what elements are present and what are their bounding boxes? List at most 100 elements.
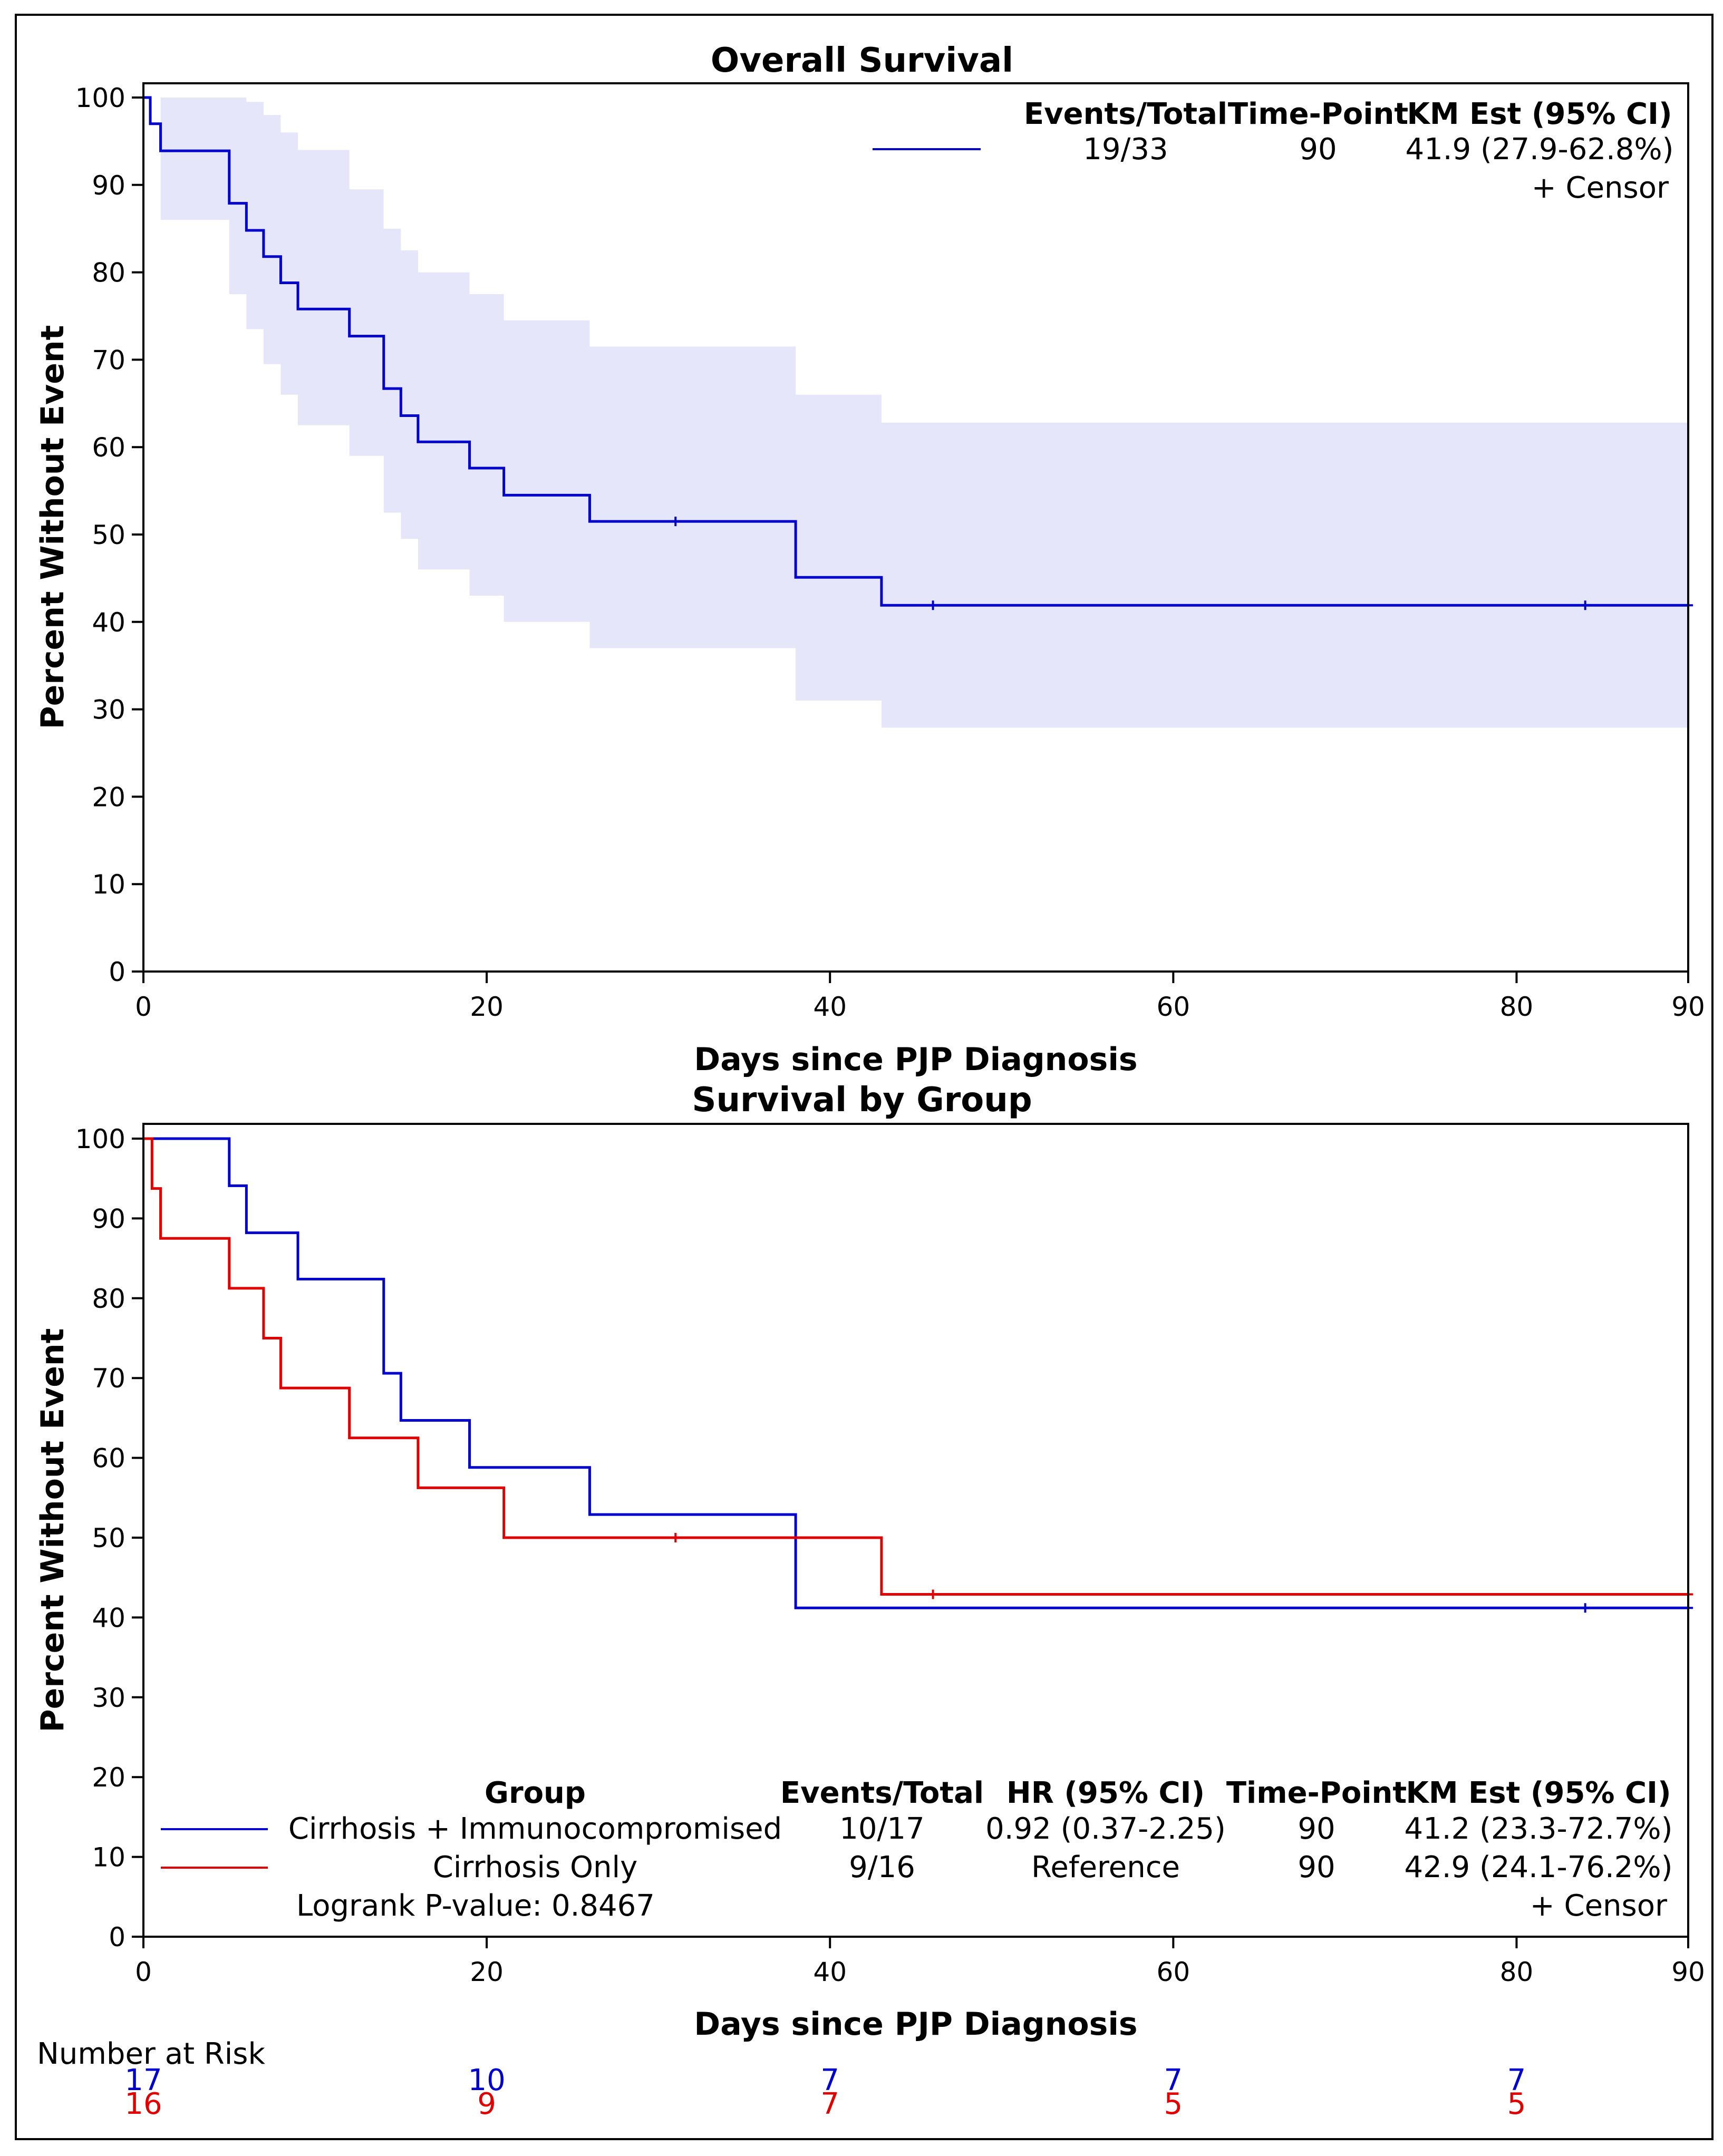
y-tick-label: 30 <box>92 695 125 725</box>
x-axis-label: Days since PJP Diagnosis <box>694 2006 1137 2043</box>
confidence-band <box>143 98 1688 728</box>
censor-mark <box>1580 600 1590 610</box>
legend-header-timepoint: Time-Point <box>1228 97 1408 131</box>
x-axis: 0 20 40 60 80 90 <box>135 972 1705 1022</box>
legend-km-1: 41.2 (23.3-72.7%) <box>1405 1812 1673 1846</box>
x-tick-label: 40 <box>813 1957 847 1987</box>
risk-count: 10 <box>468 2063 505 2097</box>
legend-events-1: 10/17 <box>839 1812 924 1846</box>
y-tick-label: 70 <box>92 1363 125 1394</box>
legend-header-timepoint: Time-Point <box>1226 1776 1407 1810</box>
y-axis: 0 10 20 30 40 50 60 70 80 90 100 <box>75 83 143 987</box>
y-tick-label: 80 <box>92 1284 125 1314</box>
legend-header-events: Events/Total <box>780 1776 984 1810</box>
survival-curve <box>143 1137 1688 1609</box>
risk-count: 7 <box>820 2063 839 2097</box>
x-tick-label: 80 <box>1500 1957 1534 1987</box>
censor-mark <box>671 517 681 527</box>
y-tick-label: 20 <box>92 1762 125 1793</box>
risk-count: 9 <box>477 2087 496 2121</box>
risk-table: 17 10 7 7 716 9 7 5 5 <box>124 2063 1526 2121</box>
y-tick-label: 70 <box>92 345 125 375</box>
y-tick-label: 10 <box>92 869 125 900</box>
legend-timepoint-2: 90 <box>1298 1850 1335 1885</box>
legend-header-events: Events/Total <box>1024 97 1227 131</box>
legend-header-km: KM Est (95% CI) <box>1406 1776 1671 1810</box>
y-tick-label: 60 <box>92 432 125 463</box>
x-tick-label: 80 <box>1500 992 1534 1022</box>
legend-events-2: 9/16 <box>849 1850 915 1885</box>
censor-mark <box>671 1533 681 1542</box>
legend-table: Group Events/Total HR (95% CI) Time-Poin… <box>161 1776 1672 1923</box>
risk-count: 5 <box>1164 2087 1183 2121</box>
legend-timepoint-value: 90 <box>1299 132 1337 167</box>
legend-events-value: 19/33 <box>1083 132 1168 167</box>
y-tick-label: 50 <box>92 1523 125 1553</box>
y-tick-label: 60 <box>92 1443 125 1474</box>
x-tick-label: 40 <box>813 992 847 1022</box>
censor-mark <box>1580 1603 1590 1613</box>
x-tick-label: 20 <box>470 1957 504 1987</box>
overall-survival-panel: Overall Survival 0102030405060708090100 … <box>34 41 1705 1078</box>
x-axis-label: Days since PJP Diagnosis <box>694 1041 1137 1078</box>
x-tick-label: 0 <box>135 1957 152 1987</box>
y-tick-label: 100 <box>75 1124 125 1154</box>
y-tick-label: 90 <box>92 170 125 201</box>
y-tick-label: 90 <box>92 1203 125 1234</box>
legend-censor: + Censor <box>1530 1889 1668 1923</box>
risk-table-label: Number at Risk <box>37 2037 265 2071</box>
x-tick-label: 60 <box>1157 1957 1190 1987</box>
y-axis: 0 10 20 30 40 50 60 70 80 90 100 <box>75 1124 143 1953</box>
legend-group-1: Cirrhosis + Immunocompromised <box>288 1812 782 1846</box>
y-axis-label: Percent Without Event <box>34 325 71 730</box>
risk-count: 7 <box>1507 2063 1526 2097</box>
censor-mark <box>928 1589 938 1599</box>
logrank-pvalue: Logrank P-value: 0.8467 <box>296 1889 655 1923</box>
x-tick-label: 90 <box>1671 1957 1705 1987</box>
chart-title: Survival by Group <box>692 1081 1032 1120</box>
x-tick-label: 60 <box>1157 992 1190 1022</box>
ci-band <box>143 98 1688 728</box>
y-tick-label: 0 <box>109 1922 125 1953</box>
y-tick-label: 100 <box>75 83 125 113</box>
legend-hr-1: 0.92 (0.37-2.25) <box>985 1812 1226 1846</box>
x-tick-label: 90 <box>1671 992 1705 1022</box>
risk-count: 5 <box>1507 2087 1526 2121</box>
y-tick-label: 40 <box>92 607 125 638</box>
legend-table: Events/Total Time-Point KM Est (95% CI) … <box>873 97 1673 205</box>
risk-count: 7 <box>820 2087 839 2121</box>
censor-mark <box>928 600 938 610</box>
legend-km-2: 42.9 (24.1-76.2%) <box>1405 1850 1673 1885</box>
x-axis: 0 20 40 60 80 90 <box>135 1937 1705 1987</box>
plot-frame <box>142 1123 1689 1938</box>
y-tick-label: 80 <box>92 258 125 288</box>
legend-group-2: Cirrhosis Only <box>433 1850 637 1885</box>
survival-by-group-panel: Survival by Group 0102030405060708090100… <box>34 1081 1705 2121</box>
y-tick-label: 0 <box>109 957 125 987</box>
risk-count: 7 <box>1164 2063 1183 2097</box>
risk-count: 17 <box>124 2063 162 2097</box>
y-tick-label: 30 <box>92 1683 125 1713</box>
survival-curve <box>143 1137 1688 1596</box>
legend-header-km: KM Est (95% CI) <box>1407 97 1672 131</box>
y-tick-label: 20 <box>92 782 125 812</box>
survival-curves <box>143 96 1693 610</box>
plot-frame <box>142 82 1689 973</box>
y-tick-label: 50 <box>92 520 125 550</box>
legend-km-value: 41.9 (27.9-62.8%) <box>1406 132 1674 167</box>
risk-count: 16 <box>124 2087 162 2121</box>
y-tick-label: 40 <box>92 1603 125 1633</box>
legend-censor: + Censor <box>1532 171 1669 205</box>
survival-curves <box>143 1137 1693 1613</box>
x-tick-label: 20 <box>470 992 504 1022</box>
legend-header-group: Group <box>485 1776 586 1810</box>
legend-timepoint-1: 90 <box>1298 1812 1335 1846</box>
y-tick-label: 10 <box>92 1842 125 1873</box>
y-axis-label: Percent Without Event <box>34 1328 71 1733</box>
legend-header-hr: HR (95% CI) <box>1006 1776 1205 1810</box>
x-tick-label: 0 <box>135 992 152 1022</box>
legend-hr-2: Reference <box>1031 1850 1180 1885</box>
survival-curve <box>143 96 1688 607</box>
chart-title: Overall Survival <box>711 41 1013 80</box>
